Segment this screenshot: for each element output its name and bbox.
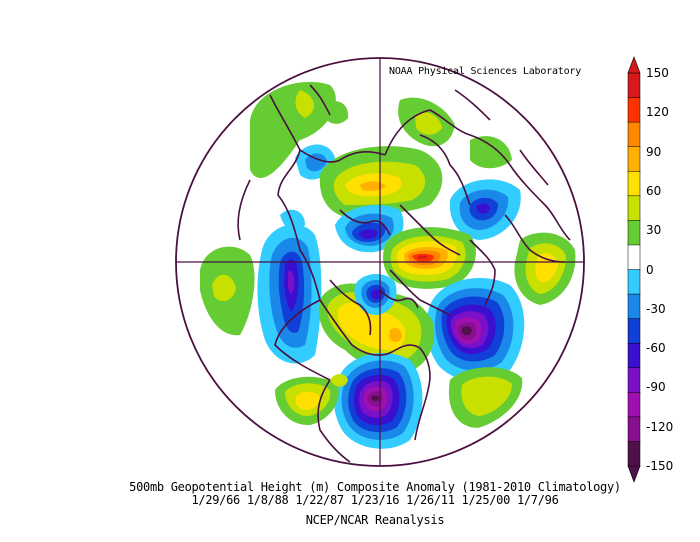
colorbar-tick-label: 120	[646, 105, 669, 120]
colorbar-max-arrow	[627, 56, 641, 74]
colorbar-tick-label: 150	[646, 66, 669, 80]
anomaly-field	[200, 81, 576, 449]
caption-title: 500mb Geopotential Height (m) Composite …	[129, 480, 621, 494]
anomaly-negative-canadian-arctic	[354, 274, 397, 316]
colorbar-segment	[627, 97, 641, 123]
anomaly-negative-west-siberia	[257, 224, 322, 364]
colorbar-segment	[627, 220, 641, 246]
caption-source: NCEP/NCAR Reanalysis	[305, 513, 445, 527]
anomaly-negative-north-atlantic	[426, 277, 525, 381]
colorbar-tick-label: 30	[646, 223, 662, 238]
credit-text: NOAA Physical Sciences Laboratory	[389, 66, 582, 77]
colorbar-segment	[627, 441, 641, 467]
colorbar-segment	[627, 244, 641, 271]
colorbar-tick-label: -90	[646, 380, 666, 395]
colorbar-segment	[627, 269, 641, 295]
colorbar-segment	[627, 416, 641, 443]
colorbar-tick-label: -120	[646, 419, 674, 434]
colorbar-segment	[627, 342, 641, 369]
colorbar-tick-label: -60	[646, 341, 666, 356]
colorbar	[627, 56, 641, 483]
colorbar-segment	[627, 171, 641, 197]
colorbar-segment	[627, 72, 641, 99]
colorbar-segment	[627, 293, 641, 320]
colorbar-min-arrow	[627, 465, 641, 483]
colorbar-segment	[627, 121, 641, 148]
anomaly-negative-upper-right	[449, 179, 521, 240]
colorbar-segment	[627, 195, 641, 222]
colorbar-tick-label: 60	[646, 183, 662, 198]
colorbar-segment	[627, 367, 641, 394]
coastlines	[237, 84, 571, 463]
colorbar-segment	[627, 318, 641, 344]
anomaly-positive-upper-left	[250, 81, 336, 179]
colorbar-segment	[627, 146, 641, 172]
caption-dates: 1/29/66 1/8/88 1/22/87 1/23/16 1/26/11 1…	[191, 493, 559, 507]
colorbar-tick-label: 0	[646, 262, 654, 277]
anomaly-negative-north-pacific	[333, 352, 423, 449]
colorbar-tick-label: -30	[646, 301, 666, 316]
colorbar-tick-label: -150	[646, 459, 674, 473]
anomaly-positive-greenland	[383, 227, 476, 289]
colorbar-segment	[627, 392, 641, 418]
map-boundary	[175, 57, 585, 467]
colorbar-tick-label: 90	[646, 144, 662, 159]
